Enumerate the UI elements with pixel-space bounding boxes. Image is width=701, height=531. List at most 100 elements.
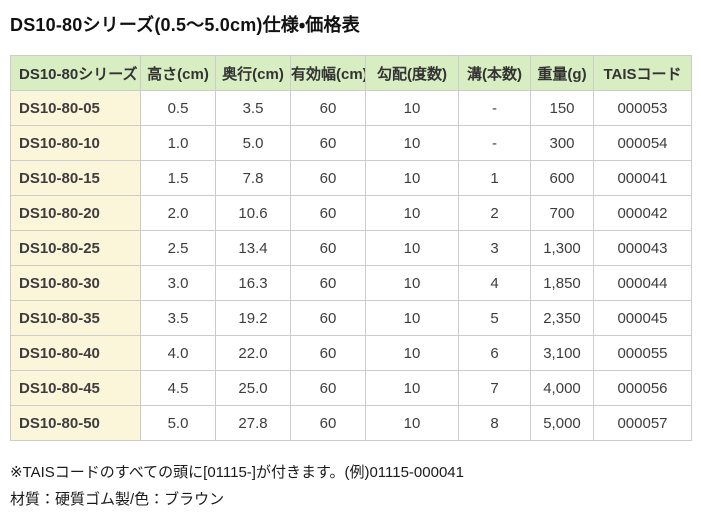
cell-series: DS10-80-45 xyxy=(10,370,141,406)
cell-grooves: 6 xyxy=(458,335,531,371)
table-row: DS10-80-20 2.0 10.6 60 10 2 700 000042 xyxy=(10,195,692,231)
cell-tais-code: 000042 xyxy=(593,195,692,231)
cell-height: 2.5 xyxy=(140,230,216,266)
cell-series: DS10-80-25 xyxy=(10,230,141,266)
cell-height: 2.0 xyxy=(140,195,216,231)
cell-grooves: 3 xyxy=(458,230,531,266)
table-row: DS10-80-15 1.5 7.8 60 10 1 600 000041 xyxy=(10,160,692,196)
cell-height: 3.5 xyxy=(140,300,216,336)
cell-height: 3.0 xyxy=(140,265,216,301)
cell-weight: 300 xyxy=(530,125,594,161)
cell-tais-code: 000044 xyxy=(593,265,692,301)
page-title: DS10-80シリーズ(0.5～5.0cm)仕様・価格表 xyxy=(10,15,360,35)
cell-depth: 3.5 xyxy=(215,90,291,126)
cell-slope: 10 xyxy=(365,195,459,231)
cell-tais-code: 000043 xyxy=(593,230,692,266)
table-body: DS10-80-05 0.5 3.5 60 10-150 000053 DS10-80-10… xyxy=(10,90,692,441)
cell-tais-code: 000055 xyxy=(593,335,692,371)
cell-series: DS10-80-30 xyxy=(10,265,141,301)
cell-tais-code: 000057 xyxy=(593,405,692,441)
cell-slope: 10 xyxy=(365,300,459,336)
cell-depth: 5.0 xyxy=(215,125,291,161)
cell-slope: 10 xyxy=(365,265,459,301)
table-header-row: DS10-80シリーズ 高さ(cm) 奥行(cm) 有効幅(cm) 勾配(度数)… xyxy=(10,55,692,91)
column-header-slope: 勾配(度数) xyxy=(365,55,459,91)
cell-grooves: - xyxy=(458,90,531,126)
table-row: DS10-80-50 5.0 27.8 60 10 8 5,000 000057 xyxy=(10,405,692,441)
cell-grooves: 1 xyxy=(458,160,531,196)
cell-effective-width: 60 xyxy=(290,195,366,231)
cell-slope: 10 xyxy=(365,335,459,371)
cell-effective-width: 60 xyxy=(290,370,366,406)
cell-series: DS10-80-10 xyxy=(10,125,141,161)
cell-slope: 10 xyxy=(365,230,459,266)
cell-depth: 10.6 xyxy=(215,195,291,231)
cell-height: 0.5 xyxy=(140,90,216,126)
cell-effective-width: 60 xyxy=(290,300,366,336)
cell-series: DS10-80-05 xyxy=(10,90,141,126)
table-row: DS10-80-40 4.0 22.0 60 10 6 3,100 000055 xyxy=(10,335,692,371)
cell-grooves: 4 xyxy=(458,265,531,301)
cell-height: 1.0 xyxy=(140,125,216,161)
note-material-color: 材質：硬質ゴム製/色：ブラウン xyxy=(10,491,225,508)
cell-weight: 3,100 xyxy=(530,335,594,371)
cell-depth: 19.2 xyxy=(215,300,291,336)
cell-grooves: - xyxy=(458,125,531,161)
cell-series: DS10-80-40 xyxy=(10,335,141,371)
cell-depth: 22.0 xyxy=(215,335,291,371)
spec-price-table: DS10-80シリーズ 高さ(cm) 奥行(cm) 有効幅(cm) 勾配(度数)… xyxy=(10,55,692,441)
column-header-grooves: 溝(本数) xyxy=(458,55,531,91)
cell-series: DS10-80-15 xyxy=(10,160,141,196)
cell-series: DS10-80-20 xyxy=(10,195,141,231)
cell-tais-code: 000053 xyxy=(593,90,692,126)
cell-tais-code: 000056 xyxy=(593,370,692,406)
column-header-effective-width: 有効幅(cm) xyxy=(290,55,366,91)
cell-slope: 10 xyxy=(365,125,459,161)
cell-height: 4.0 xyxy=(140,335,216,371)
cell-series: DS10-80-35 xyxy=(10,300,141,336)
cell-depth: 7.8 xyxy=(215,160,291,196)
cell-grooves: 8 xyxy=(458,405,531,441)
cell-effective-width: 60 xyxy=(290,265,366,301)
column-header-weight: 重量(g) xyxy=(530,55,594,91)
cell-height: 5.0 xyxy=(140,405,216,441)
cell-slope: 10 xyxy=(365,405,459,441)
cell-depth: 13.4 xyxy=(215,230,291,266)
cell-height: 1.5 xyxy=(140,160,216,196)
cell-effective-width: 60 xyxy=(290,125,366,161)
table-row: DS10-80-10 1.0 5.0 60 10-300 000054 xyxy=(10,125,692,161)
cell-weight: 2,350 xyxy=(530,300,594,336)
cell-weight: 150 xyxy=(530,90,594,126)
table-row: DS10-80-05 0.5 3.5 60 10-150 000053 xyxy=(10,90,692,126)
column-header-depth: 奥行(cm) xyxy=(215,55,291,91)
cell-weight: 700 xyxy=(530,195,594,231)
cell-weight: 600 xyxy=(530,160,594,196)
cell-slope: 10 xyxy=(365,370,459,406)
note-tais-code-prefix: ※TAISコードのすべての頭に[01115-]が付きます。(例)01115-00… xyxy=(10,464,464,481)
cell-series: DS10-80-50 xyxy=(10,405,141,441)
cell-depth: 25.0 xyxy=(215,370,291,406)
cell-weight: 5,000 xyxy=(530,405,594,441)
table-row: DS10-80-35 3.5 19.2 60 10 5 2,350 000045 xyxy=(10,300,692,336)
table-row: DS10-80-45 4.5 25.0 60 10 7 4,000 000056 xyxy=(10,370,692,406)
cell-effective-width: 60 xyxy=(290,230,366,266)
column-header-tais-code: TAISコード xyxy=(593,55,692,91)
cell-slope: 10 xyxy=(365,160,459,196)
cell-effective-width: 60 xyxy=(290,90,366,126)
cell-grooves: 2 xyxy=(458,195,531,231)
footnotes: ※TAISコードのすべての頭に[01115-]が付きます。(例)01115-00… xyxy=(10,459,691,513)
cell-tais-code: 000054 xyxy=(593,125,692,161)
cell-grooves: 7 xyxy=(458,370,531,406)
cell-effective-width: 60 xyxy=(290,335,366,371)
cell-depth: 16.3 xyxy=(215,265,291,301)
cell-slope: 10 xyxy=(365,90,459,126)
cell-height: 4.5 xyxy=(140,370,216,406)
table-row: DS10-80-25 2.5 13.4 60 10 3 1,300 000043 xyxy=(10,230,692,266)
cell-effective-width: 60 xyxy=(290,405,366,441)
cell-weight: 1,300 xyxy=(530,230,594,266)
cell-weight: 1,850 xyxy=(530,265,594,301)
column-header-height: 高さ(cm) xyxy=(140,55,216,91)
cell-effective-width: 60 xyxy=(290,160,366,196)
cell-tais-code: 000045 xyxy=(593,300,692,336)
cell-grooves: 5 xyxy=(458,300,531,336)
